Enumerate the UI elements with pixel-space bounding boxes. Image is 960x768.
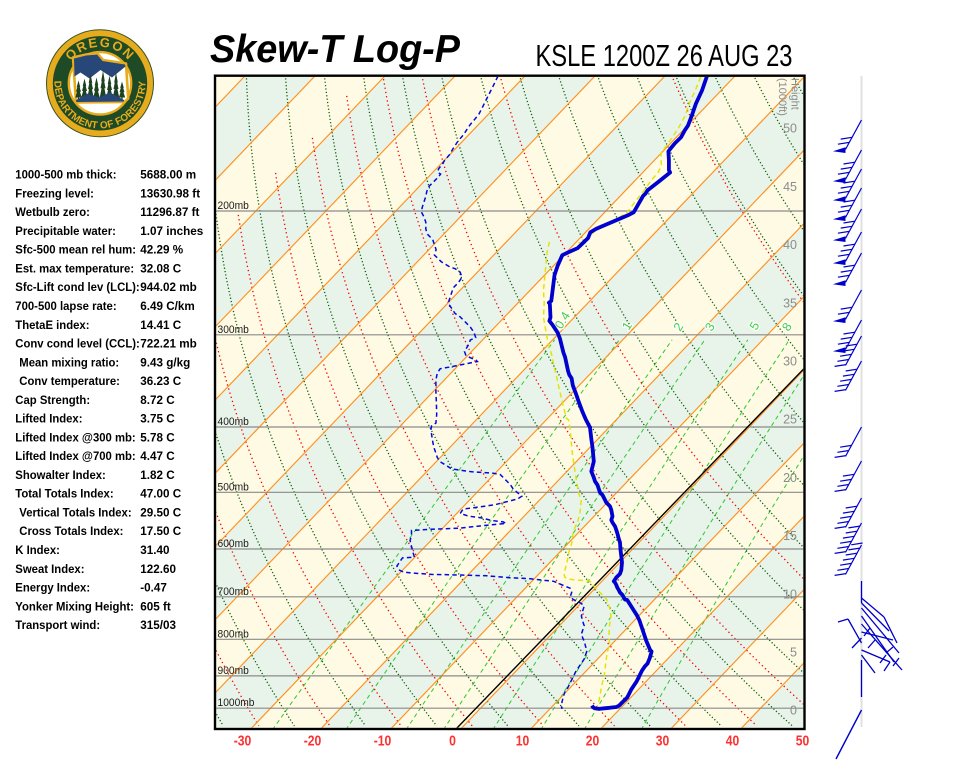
svg-text:900mb: 900mb	[218, 665, 249, 677]
svg-text:500mb: 500mb	[218, 481, 249, 493]
svg-text:Lifted Index:: Lifted Index:	[15, 412, 82, 426]
svg-text:Conv temperature:: Conv temperature:	[19, 374, 120, 388]
svg-text:5: 5	[790, 646, 797, 660]
svg-text:0: 0	[790, 704, 797, 718]
svg-text:13630.98 ft: 13630.98 ft	[140, 186, 200, 200]
svg-text:Sfc-Lift cond lev (LCL):: Sfc-Lift cond lev (LCL):	[15, 280, 139, 294]
svg-text:50: 50	[783, 122, 797, 136]
svg-text:1000-500 mb thick:: 1000-500 mb thick:	[15, 168, 116, 182]
svg-text:Est. max temperature:: Est. max temperature:	[15, 261, 134, 275]
svg-text:-20: -20	[304, 734, 322, 750]
svg-text:Lifted Index @700 mb:: Lifted Index @700 mb:	[15, 449, 135, 463]
svg-text:ThetaE index:: ThetaE index:	[15, 318, 89, 332]
svg-text:1.82 C: 1.82 C	[140, 468, 175, 482]
svg-text:700-500 lapse rate:: 700-500 lapse rate:	[15, 299, 116, 313]
svg-text:Sfc-500 mean rel hum:: Sfc-500 mean rel hum:	[15, 243, 136, 257]
svg-text:32.08 C: 32.08 C	[140, 261, 181, 275]
svg-text:315/03: 315/03	[140, 618, 176, 632]
svg-text:42.29 %: 42.29 %	[140, 243, 183, 257]
svg-text:605 ft: 605 ft	[140, 599, 171, 613]
svg-text:Energy Index:: Energy Index:	[15, 581, 90, 595]
svg-text:8.72 C: 8.72 C	[140, 393, 175, 407]
svg-text:Lifted Index @300 mb:: Lifted Index @300 mb:	[15, 430, 135, 444]
svg-text:800mb: 800mb	[218, 628, 249, 640]
svg-text:4.47 C: 4.47 C	[140, 449, 175, 463]
svg-text:20: 20	[586, 734, 600, 750]
svg-text:300mb: 300mb	[218, 324, 249, 336]
svg-text:-30: -30	[234, 734, 252, 750]
svg-text:Precipitable water:: Precipitable water:	[15, 224, 116, 238]
svg-text:722.21 mb: 722.21 mb	[140, 337, 197, 351]
svg-text:400mb: 400mb	[218, 416, 249, 428]
svg-text:36.23 C: 36.23 C	[140, 374, 181, 388]
svg-text:0: 0	[449, 734, 456, 750]
svg-text:Skew-T Log-P: Skew-T Log-P	[210, 28, 461, 71]
svg-text:17.50 C: 17.50 C	[140, 524, 181, 538]
svg-text:Cross Totals Index:: Cross Totals Index:	[19, 524, 123, 538]
svg-text:31.40: 31.40	[140, 543, 169, 557]
svg-text:-0.47: -0.47	[140, 581, 167, 595]
svg-text:5688.00 m: 5688.00 m	[140, 168, 196, 182]
svg-text:Mean mixing ratio:: Mean mixing ratio:	[19, 355, 119, 369]
svg-text:1000mb: 1000mb	[218, 697, 255, 709]
svg-text:Height: Height	[789, 78, 801, 110]
svg-text:30: 30	[656, 734, 670, 750]
svg-text:(1000ft): (1000ft)	[776, 78, 788, 116]
svg-text:3.75 C: 3.75 C	[140, 412, 175, 426]
svg-text:-10: -10	[374, 734, 392, 750]
svg-text:Vertical Totals Index:: Vertical Totals Index:	[19, 506, 131, 520]
svg-text:Sweat Index:: Sweat Index:	[15, 562, 84, 576]
svg-text:122.60: 122.60	[140, 562, 176, 576]
svg-text:Wetbulb zero:: Wetbulb zero:	[15, 205, 90, 219]
svg-text:10: 10	[783, 587, 797, 601]
svg-text:35: 35	[783, 296, 797, 310]
svg-text:20: 20	[783, 471, 797, 485]
svg-text:50: 50	[796, 734, 810, 750]
svg-text:9.43 g/kg: 9.43 g/kg	[140, 355, 190, 369]
svg-text:Conv cond level (CCL):: Conv cond level (CCL):	[15, 337, 140, 351]
svg-text:K Index:: K Index:	[15, 543, 60, 557]
svg-text:700mb: 700mb	[218, 586, 249, 598]
svg-text:10: 10	[516, 734, 530, 750]
svg-text:45: 45	[783, 180, 797, 194]
svg-text:30: 30	[783, 355, 797, 369]
svg-text:1.07 inches: 1.07 inches	[140, 224, 203, 238]
svg-text:Freezing level:: Freezing level:	[15, 186, 94, 200]
svg-text:40: 40	[726, 734, 740, 750]
svg-text:40: 40	[783, 238, 797, 252]
svg-text:KSLE 1200Z 26 AUG 23: KSLE 1200Z 26 AUG 23	[536, 39, 793, 73]
svg-text:6.49 C/km: 6.49 C/km	[140, 299, 195, 313]
svg-text:47.00 C: 47.00 C	[140, 487, 181, 501]
svg-text:29.50 C: 29.50 C	[140, 506, 181, 520]
svg-text:Yonker Mixing Height:: Yonker Mixing Height:	[15, 599, 134, 613]
svg-text:Total Totals Index:: Total Totals Index:	[15, 487, 113, 501]
svg-text:Showalter Index:: Showalter Index:	[15, 468, 106, 482]
svg-text:600mb: 600mb	[218, 538, 249, 550]
svg-text:14.41 C: 14.41 C	[140, 318, 181, 332]
svg-text:944.02 mb: 944.02 mb	[140, 280, 197, 294]
svg-text:25: 25	[783, 413, 797, 427]
svg-text:200mb: 200mb	[218, 200, 249, 212]
svg-text:5.78 C: 5.78 C	[140, 430, 175, 444]
svg-text:Cap Strength:: Cap Strength:	[15, 393, 90, 407]
svg-text:Transport wind:: Transport wind:	[15, 618, 100, 632]
svg-text:15: 15	[783, 529, 797, 543]
svg-text:11296.87 ft: 11296.87 ft	[140, 205, 199, 219]
